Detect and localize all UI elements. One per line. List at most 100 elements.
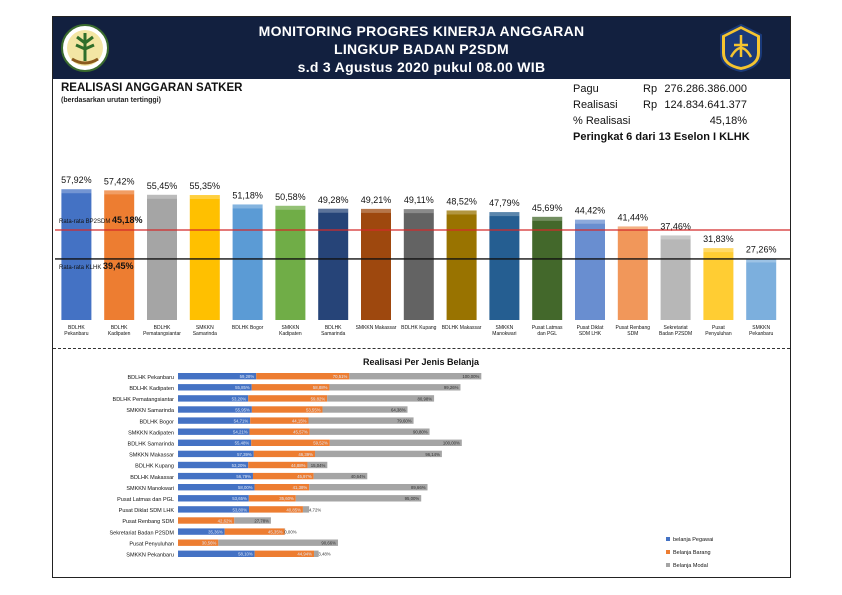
legend-swatch: [666, 537, 670, 541]
stacked-segment: [178, 495, 249, 502]
stacked-segment: [248, 495, 296, 502]
bar-highlight: [104, 190, 135, 195]
bar: [147, 194, 177, 320]
avg-bp2sdm-label: Rata-rata BP2SDM 45,18%: [59, 215, 143, 225]
stacked-segment-label: 70,51%: [333, 374, 348, 379]
stacked-segment: [251, 384, 330, 391]
bar: [575, 219, 605, 320]
bar: [232, 204, 263, 320]
pagu-currency: Rp: [643, 83, 658, 95]
stacked-segment-label: 95,00%: [405, 496, 420, 501]
stacked-row: Pusat Latmas dan PGL 53,65% 35,60% 95,00%: [117, 495, 422, 503]
stacked-segment: [178, 395, 249, 402]
bar-group: 49,21% SMKKN Makassar: [356, 195, 397, 331]
stacked-segment-label: 45,57%: [293, 430, 308, 435]
bar-category-label: BDLHK Bogor: [232, 325, 264, 331]
stacked-row: Pusat Renbang SDM 42,62% 27,78%: [122, 517, 271, 525]
stacked-row: BDLHK Makassar 56,79% 45,97% 40,64%: [130, 472, 368, 481]
bar-group: 55,35% SMKKN Samarinda: [190, 181, 221, 337]
bar-category-label: SMKKN Samarinda: [193, 325, 217, 337]
pct-realisasi-value: 45,18%: [709, 115, 747, 127]
stacked-row-label: BDLHK Kadipaten: [129, 386, 174, 392]
bar-highlight: [446, 210, 477, 215]
bar-category-label: SMKKN Pekanbaru: [749, 325, 773, 337]
stacked-row: Pusat Diklat SDM LHK 53,80% 40,85% 4,72%: [119, 506, 321, 514]
stacked-segment: [254, 550, 315, 557]
bar-category-line: SMKKN Makassar: [356, 325, 397, 331]
avg-bp2sdm-value: 45,18%: [112, 215, 143, 225]
stacked-segment-label: 40,85%: [286, 507, 301, 512]
stacked-segment: [178, 406, 252, 413]
stacked-segment-label: 96,14%: [425, 452, 440, 457]
stacked-segment-label: 15,04%: [311, 463, 326, 468]
stacked-segment-label: 44,94%: [297, 552, 312, 557]
bar-category-label: SMKKN Manokwari: [492, 325, 516, 337]
legend-label: belanja Pegawai: [673, 537, 713, 543]
bar-category-line: BDLHK: [68, 325, 85, 331]
stacked-segment: [322, 406, 408, 413]
stacked-row: BDLHK Bogor 54,71% 44,15% 79,60%: [139, 417, 414, 425]
stacked-row-label: BDLHK Bogor: [139, 419, 174, 425]
stacked-segment-label: 54,71%: [234, 419, 249, 424]
stacked-segment: [178, 384, 252, 391]
stacked-segment-label: 58,10%: [238, 552, 253, 557]
bar-category-line: Pusat Latmas: [532, 325, 563, 331]
stacked-segment: [178, 472, 253, 480]
stacked-segment-label: 53,65%: [232, 496, 247, 501]
belanja-stacked-chart: Realisasi Per Jenis Belanja BDLHK Pekanba…: [109, 357, 713, 569]
stacked-segment: [329, 439, 462, 446]
stacked-segment-label: 45,97%: [297, 474, 312, 479]
section-title: REALISASI ANGGARAN SATKER: [61, 82, 243, 94]
bar-group: 57,42% BDLHK Kadipaten: [104, 176, 135, 337]
bar-category-line: SMKKN: [496, 325, 514, 331]
bar: [532, 216, 563, 320]
bar-category-label: Pusat Penyuluhan: [705, 325, 732, 337]
bar-category-label: Pusat Diklat SDM LHK: [577, 325, 604, 337]
stacked-segment: [178, 517, 235, 524]
bar-category-line: Samarinda: [193, 331, 217, 337]
bar: [275, 205, 306, 320]
stacked-row: SMKKN Pekanbaru 58,10% 44,94% 3,48%: [126, 550, 331, 559]
stacked-segment: [314, 450, 442, 458]
bar-group: 49,11% BDLHK Kupang: [401, 195, 437, 331]
stacked-segment: [309, 428, 430, 435]
bar-value-label: 51,18%: [232, 190, 263, 200]
stacked-row-label: Pusat Renbang SDM: [122, 519, 174, 525]
bar-highlight: [361, 208, 391, 213]
stacked-segment-label: 79,60%: [397, 419, 412, 424]
bar-highlight: [61, 189, 92, 194]
stacked-segment: [234, 517, 271, 524]
stacked-row: BDLHK Kadipaten 55,85% 58,88% 99,26%: [129, 384, 461, 392]
legend-swatch: [666, 563, 670, 567]
stacked-segment: [249, 428, 310, 435]
bar-category-line: Pekanbaru: [749, 331, 773, 337]
stacked-segment: [178, 373, 257, 380]
stacked-segment: [284, 528, 286, 535]
bar-category-line: Pusat Renbang: [616, 325, 651, 331]
bar-value-label: 55,35%: [190, 181, 221, 191]
kemenkeu-logo: [720, 23, 762, 73]
bar-highlight: [232, 204, 263, 209]
stacked-segment-label: 64,38%: [391, 407, 406, 412]
stacked-segment: [178, 539, 219, 546]
bar: [660, 235, 691, 320]
bar-value-label: 31,83%: [703, 234, 734, 244]
stacked-segment-label: 89,66%: [411, 485, 426, 490]
header-banner: MONITORING PROGRES KINERJA ANGGARAN LING…: [53, 17, 790, 79]
stacked-segment-label: 59,82%: [311, 396, 326, 401]
bar-category-label: SMKKN Makassar: [356, 325, 397, 331]
stacked-segment-label: 44,88%: [291, 463, 306, 468]
bar-highlight: [746, 258, 777, 263]
bar-highlight: [189, 195, 220, 200]
bar-value-label: 41,44%: [618, 212, 649, 222]
bar-category-label: BDLHK Samarinda: [321, 325, 345, 337]
pagu-value: 276.286.386.000: [664, 83, 747, 95]
bar-category-line: BDLHK Makassar: [442, 325, 482, 331]
stacked-segment: [178, 550, 255, 557]
bar-category-line: Pusat: [712, 325, 725, 331]
stacked-row-label: Sekretariat Badan P2SDM: [109, 530, 174, 536]
stacked-row-label: BDLHK Samarinda: [128, 442, 175, 448]
stacked-row: SMKKN Samarinda 55,95% 53,55% 64,38%: [126, 406, 408, 414]
avg-klhk-text: Rata-rata KLHK: [59, 265, 103, 271]
